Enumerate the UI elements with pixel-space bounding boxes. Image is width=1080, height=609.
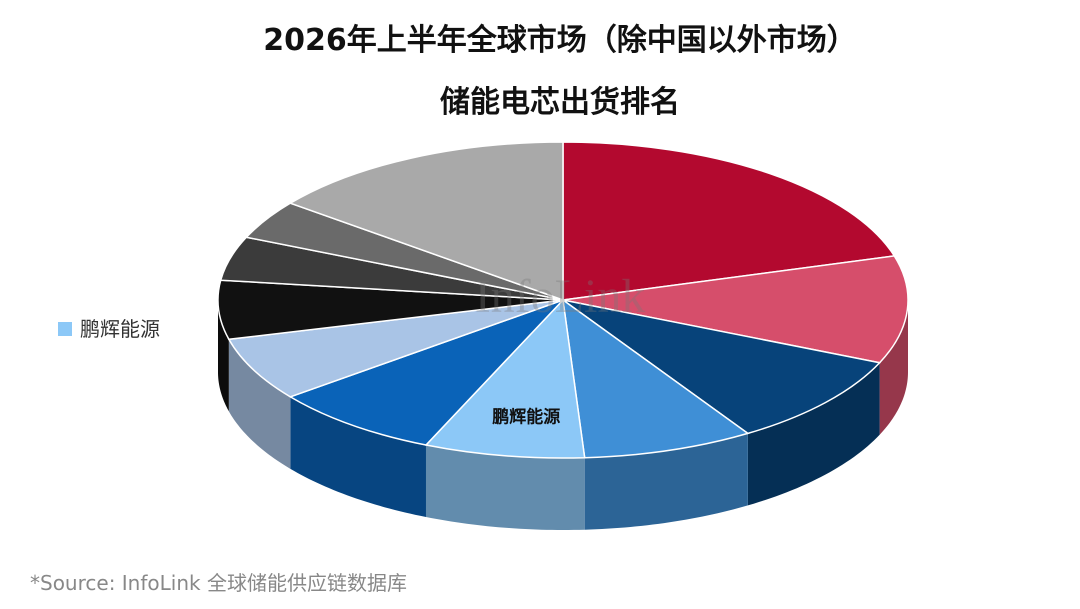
chart-subtitle: 储能电芯出货排名 — [440, 85, 680, 120]
slice — [288, 299, 564, 446]
pie: 鹏辉能源 — [217, 141, 909, 530]
slice-label: 鹏辉能源 — [492, 407, 560, 428]
legend-swatch — [58, 322, 72, 336]
slice — [227, 299, 564, 398]
slice — [562, 141, 896, 301]
slice-side — [228, 339, 291, 469]
slice-side — [747, 362, 880, 506]
slice — [424, 298, 586, 459]
slice-side — [290, 396, 426, 518]
slice — [562, 298, 750, 459]
legend: 鹏辉能源 — [58, 317, 160, 341]
slice — [562, 299, 882, 435]
slice-side — [584, 433, 748, 530]
legend-label: 鹏辉能源 — [80, 317, 160, 341]
source-note: *Source: InfoLink 全球储能供应链数据库 — [30, 571, 407, 595]
slice — [288, 141, 564, 302]
watermark: InfoLink — [475, 270, 646, 323]
slice — [562, 255, 909, 364]
slice-side — [425, 445, 585, 530]
chart-title: 2026年上半年全球市场（除中国以外市场） — [263, 23, 857, 58]
slice — [217, 279, 564, 341]
slice-side — [218, 300, 229, 412]
